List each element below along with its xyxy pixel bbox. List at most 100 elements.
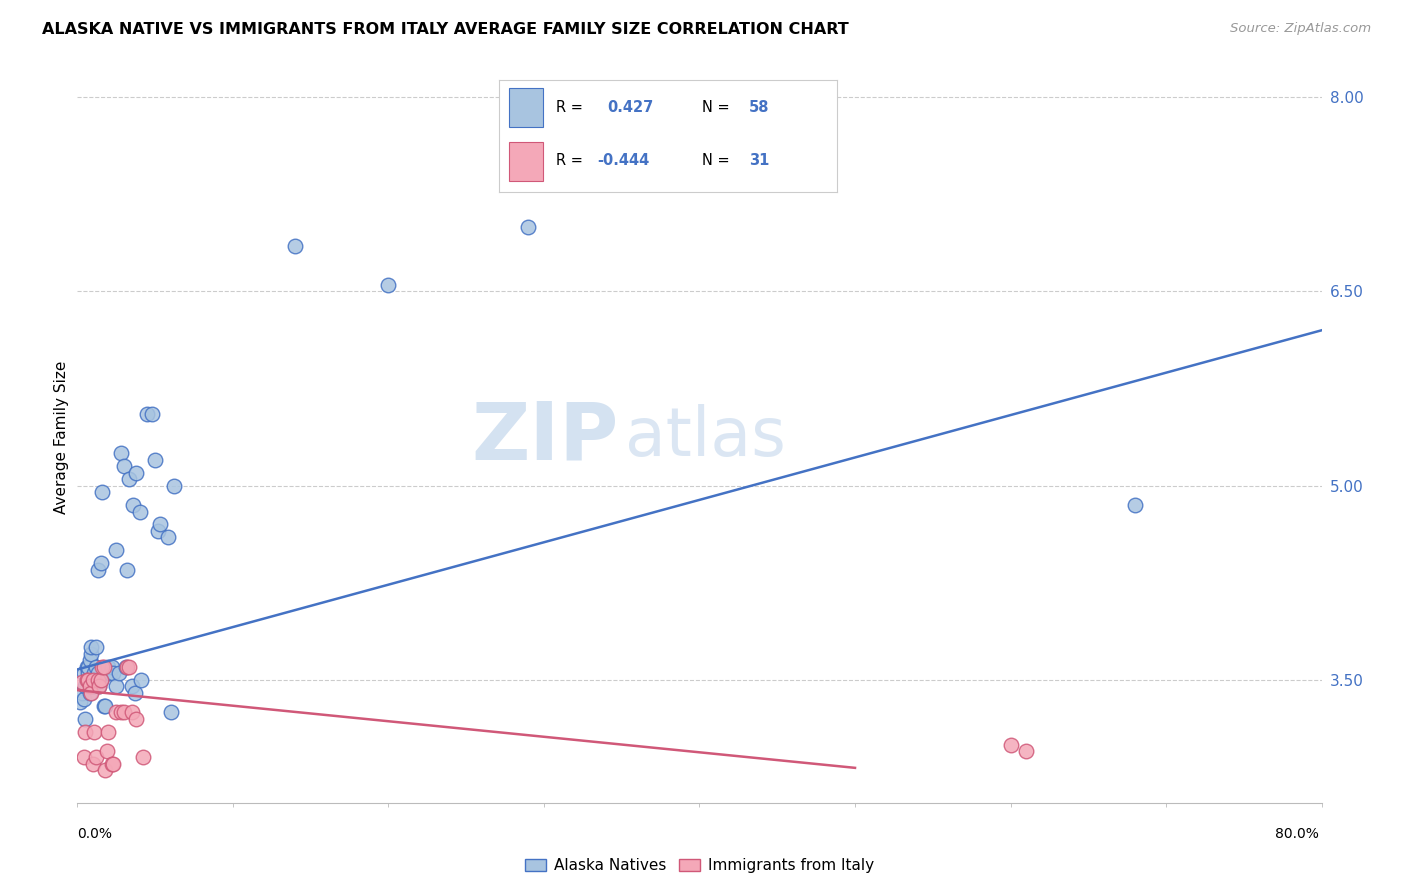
Text: Source: ZipAtlas.com: Source: ZipAtlas.com — [1230, 22, 1371, 36]
Point — [80, 647, 103, 661]
Point — [80, 686, 103, 700]
Point — [76, 673, 98, 687]
Point — [80, 640, 103, 655]
Point — [110, 446, 132, 460]
Point — [125, 466, 148, 480]
Point — [110, 705, 132, 719]
Point — [156, 530, 179, 544]
Text: 0.427: 0.427 — [607, 100, 654, 115]
Point — [70, 675, 93, 690]
Point — [82, 673, 104, 687]
Text: 80.0%: 80.0% — [1275, 827, 1319, 841]
Text: ZIP: ZIP — [471, 398, 619, 476]
Point — [163, 478, 186, 492]
Point — [79, 653, 101, 667]
Point — [79, 686, 101, 700]
Point — [136, 408, 159, 422]
Point — [75, 679, 97, 693]
Point — [83, 666, 105, 681]
Point — [76, 673, 98, 687]
Point — [159, 705, 181, 719]
Point — [112, 705, 135, 719]
Point — [93, 660, 115, 674]
Point — [70, 686, 93, 700]
Text: ALASKA NATIVE VS IMMIGRANTS FROM ITALY AVERAGE FAMILY SIZE CORRELATION CHART: ALASKA NATIVE VS IMMIGRANTS FROM ITALY A… — [42, 22, 849, 37]
Point — [86, 563, 108, 577]
Point — [87, 679, 110, 693]
Point — [94, 698, 117, 713]
Text: N =: N = — [702, 153, 730, 168]
Point — [112, 459, 135, 474]
Point — [100, 756, 122, 771]
Point — [77, 660, 100, 674]
Point — [101, 666, 124, 681]
Point — [86, 666, 108, 681]
Point — [91, 485, 114, 500]
Point — [98, 666, 121, 681]
Point — [108, 666, 131, 681]
Point — [377, 277, 399, 292]
Point — [82, 673, 104, 687]
Point — [76, 660, 98, 674]
Point — [83, 724, 105, 739]
Point — [1015, 744, 1038, 758]
Bar — [509, 88, 543, 128]
Point — [284, 239, 307, 253]
Point — [72, 666, 94, 681]
Point — [96, 744, 118, 758]
Point — [129, 673, 152, 687]
Point — [84, 750, 107, 764]
Point — [1123, 498, 1146, 512]
Point — [128, 504, 150, 518]
Point — [100, 660, 122, 674]
Point — [517, 219, 540, 234]
Point — [148, 524, 170, 538]
Point — [90, 673, 112, 687]
Point — [69, 695, 91, 709]
Point — [149, 517, 172, 532]
Point — [79, 679, 101, 693]
Point — [122, 498, 145, 512]
Point — [141, 408, 163, 422]
Point — [143, 452, 166, 467]
Point — [105, 543, 128, 558]
Point — [97, 660, 120, 674]
Point — [93, 698, 115, 713]
Point — [82, 679, 104, 693]
Bar — [509, 142, 543, 180]
Y-axis label: Average Family Size: Average Family Size — [53, 360, 69, 514]
Point — [91, 660, 114, 674]
Text: N =: N = — [702, 100, 730, 115]
Point — [105, 679, 128, 693]
Point — [118, 472, 141, 486]
Point — [124, 686, 146, 700]
Point — [77, 666, 100, 681]
Text: atlas: atlas — [624, 404, 786, 470]
Point — [121, 679, 143, 693]
Text: 0.0%: 0.0% — [77, 827, 112, 841]
Point — [121, 705, 143, 719]
Point — [75, 712, 97, 726]
Point — [84, 640, 107, 655]
Point — [90, 557, 112, 571]
Point — [105, 705, 128, 719]
Point — [84, 660, 107, 674]
Point — [115, 660, 138, 674]
Text: -0.444: -0.444 — [598, 153, 650, 168]
Point — [72, 750, 94, 764]
Text: 31: 31 — [749, 153, 769, 168]
Point — [77, 673, 100, 687]
Point — [131, 750, 153, 764]
Text: 58: 58 — [749, 100, 769, 115]
Point — [75, 724, 97, 739]
Point — [96, 666, 118, 681]
Point — [86, 673, 108, 687]
Point — [72, 692, 94, 706]
Point — [114, 660, 136, 674]
Point — [82, 756, 104, 771]
Point — [94, 764, 117, 778]
Point — [1000, 738, 1022, 752]
Legend: Alaska Natives, Immigrants from Italy: Alaska Natives, Immigrants from Italy — [519, 852, 880, 880]
Text: R =: R = — [557, 100, 583, 115]
Point — [125, 712, 148, 726]
